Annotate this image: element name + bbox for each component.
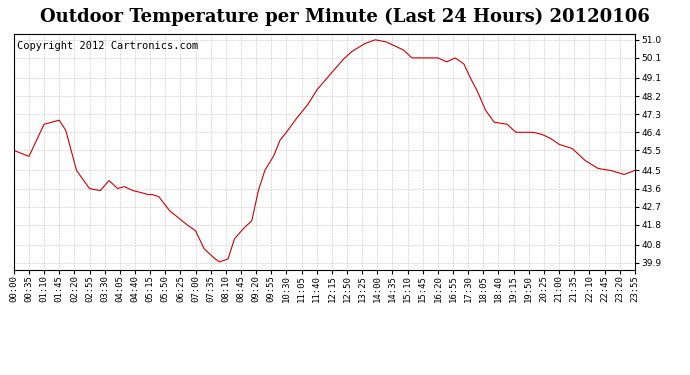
Text: Outdoor Temperature per Minute (Last 24 Hours) 20120106: Outdoor Temperature per Minute (Last 24 … <box>40 8 650 26</box>
Text: Copyright 2012 Cartronics.com: Copyright 2012 Cartronics.com <box>17 41 198 51</box>
